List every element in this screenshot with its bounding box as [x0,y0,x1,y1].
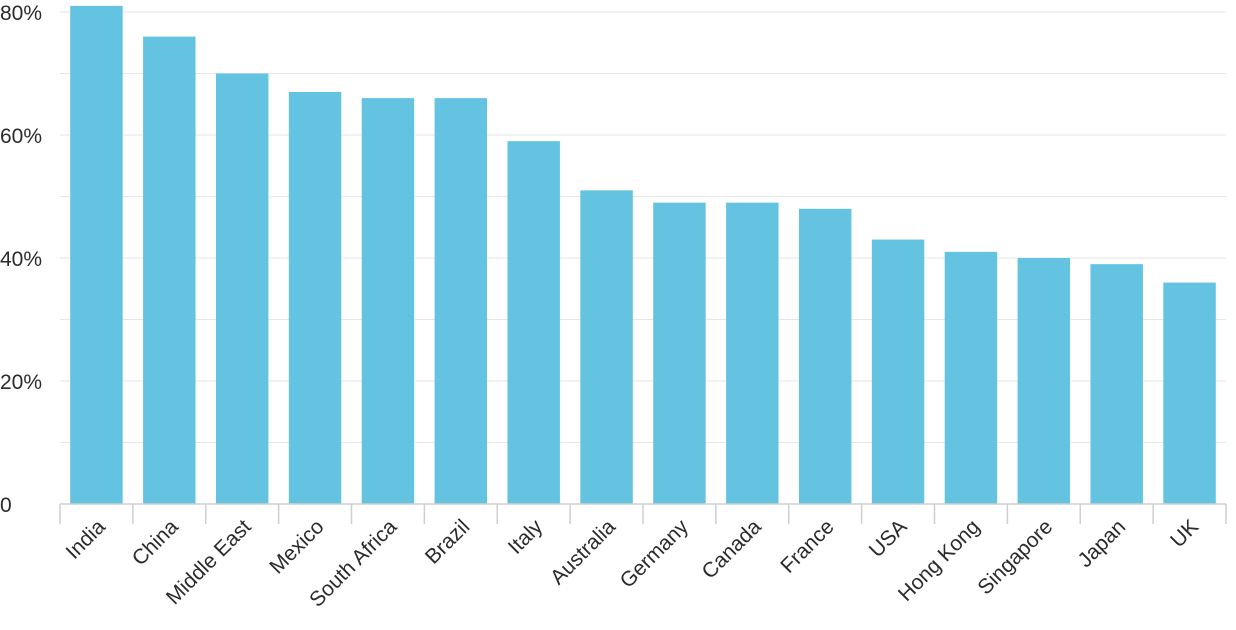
bar-japan [1090,264,1143,504]
x-tick-label: UK [1166,515,1203,552]
x-tick-label: Singapore [973,515,1057,599]
x-tick-label: Japan [1073,515,1130,572]
y-tick-label: 60% [0,125,42,148]
bar-uk [1163,282,1216,504]
y-tick-label: 40% [0,248,42,271]
y-tick-label: 20% [0,371,42,394]
y-axis: 0 20% 40% 60% 80% [0,2,42,517]
bar-india [70,5,123,504]
x-tick-label: Mexico [265,515,328,578]
bar-brazil [434,98,488,504]
bar-australia [580,190,633,504]
x-tick-label: Italy [504,515,548,559]
bar-south-africa [361,98,415,504]
bar-italy [507,141,560,504]
bar-germany [653,202,706,504]
x-tick-label: India [62,515,111,564]
x-tick-label: Canada [698,515,767,584]
bar-mexico [288,91,342,504]
bar-middle-east [215,73,269,504]
bar-usa [871,239,925,505]
x-tick-label: USA [865,515,912,562]
y-tick-label: 80% [0,2,42,25]
x-tick-label: China [128,515,183,570]
x-tick-label: Germany [616,515,694,593]
bar-france [798,208,852,505]
y-tick-label: 0 [0,494,12,517]
x-tick-label: Brazil [421,515,474,568]
bar-hong-kong [944,251,998,504]
bars [70,5,1216,505]
x-tick-label: Australia [546,515,620,589]
bar-canada [726,202,779,504]
bar-singapore [1017,258,1071,504]
x-tick-label: France [776,515,838,577]
bar-china [143,36,196,504]
